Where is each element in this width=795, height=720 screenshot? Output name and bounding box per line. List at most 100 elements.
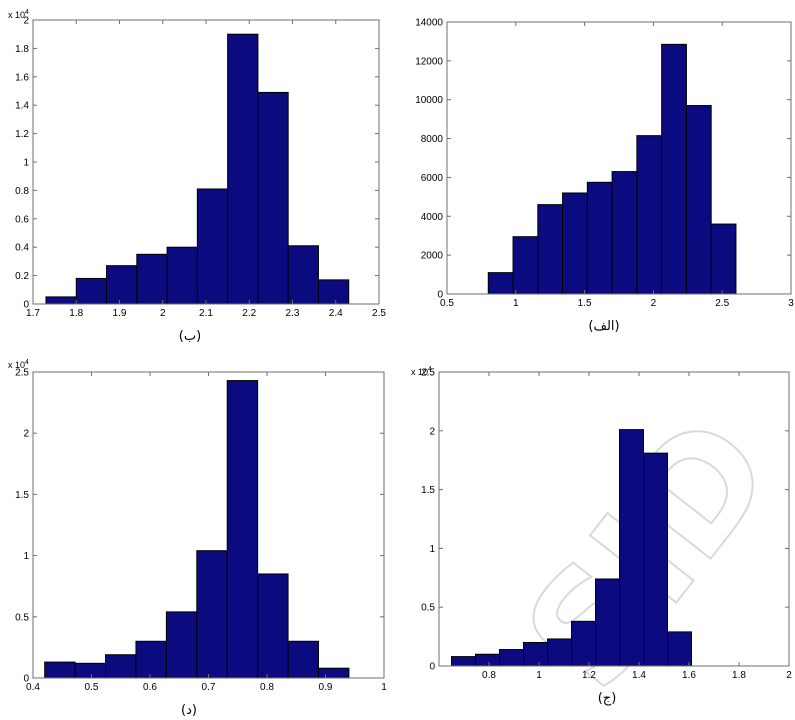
histogram-bar xyxy=(562,192,588,295)
y-tick-label: 1 xyxy=(23,158,29,169)
histogram-bar xyxy=(595,578,620,667)
y-tick-label: 10000 xyxy=(415,95,443,106)
x-tick-label: 2.1 xyxy=(199,308,213,319)
y-tick-label: 1.5 xyxy=(421,485,435,496)
y-tick-label: 1.4 xyxy=(15,101,29,112)
y-tick-label: 1 xyxy=(429,544,435,555)
histogram-bar xyxy=(105,654,137,679)
y-tick-label: 1.6 xyxy=(15,72,29,83)
y-tick-label: 0.2 xyxy=(15,271,29,282)
histogram-bar xyxy=(226,380,259,679)
y-tick-label: 0.5 xyxy=(15,612,29,623)
panel-caption: (د) xyxy=(181,703,197,718)
x-tick-label: 2.5 xyxy=(715,298,729,309)
x-tick-label: 2 xyxy=(651,298,657,309)
histogram-bar xyxy=(287,640,319,679)
histogram-bar xyxy=(227,33,259,305)
x-tick-label: 1.5 xyxy=(578,298,592,309)
histogram-panel-be: 1.7 1.8 1.9 2 2.1 2.2 2.3 2.4 2.5 0 0.2 0.4 0.6 0.8 1 1… xyxy=(8,9,386,344)
x-tick-label: 1.8 xyxy=(69,308,83,319)
x-tick-label: 2.3 xyxy=(286,308,300,319)
x-tick-label: 0.9 xyxy=(319,682,333,693)
y-axis-multiplier: x 104 xyxy=(411,366,432,377)
y-tick-label: 2.5 xyxy=(421,368,435,379)
axes-frame xyxy=(446,21,792,295)
x-tick-label: 0.5 xyxy=(440,298,454,309)
y-tick-label: 0.6 xyxy=(15,214,29,225)
x-tick-label: 3 xyxy=(788,298,794,309)
x-tick-label: 0.6 xyxy=(143,682,157,693)
x-tick-label: 1.7 xyxy=(26,308,40,319)
x-tick-label: 0.8 xyxy=(482,670,496,681)
y-tick-label: 0 xyxy=(429,662,435,673)
histogram-bar xyxy=(166,246,198,305)
histogram-bar xyxy=(165,611,198,679)
x-tick-label: 2.4 xyxy=(329,308,343,319)
histogram-bar xyxy=(44,661,76,679)
x-tick-label: 0.5 xyxy=(85,682,99,693)
y-axis-multiplier-exponent: 4 xyxy=(25,9,29,16)
y-tick-label: 0 xyxy=(23,300,29,311)
y-axis-multiplier-base: x 10 xyxy=(8,360,25,370)
histogram-panel-alef: 0.5 1 1.5 2 2.5 3 0 2000 4000 6000 8000 10000 12000 1… xyxy=(415,18,794,335)
y-tick-label: 2 xyxy=(23,16,29,27)
histogram-bar xyxy=(106,265,138,305)
histogram-panel-dal: 0.4 0.5 0.6 0.7 0.8 0.9 1 0 0.5 1 1.5 2 2.5x 104 (د) xyxy=(8,359,387,718)
y-tick-label: 12000 xyxy=(415,56,443,67)
y-tick-label: 2 xyxy=(429,426,435,437)
y-axis-multiplier-base: x 10 xyxy=(8,10,25,20)
histogram-bar xyxy=(257,91,289,305)
x-tick-label: 0.8 xyxy=(260,682,274,693)
histogram-bar xyxy=(537,204,564,295)
histogram-bar xyxy=(586,181,613,295)
y-tick-label: 0.8 xyxy=(15,186,29,197)
histogram-bar xyxy=(523,641,548,667)
histogram-bar xyxy=(317,667,350,679)
x-tick-label: 1.6 xyxy=(682,670,696,681)
histogram-bar xyxy=(685,105,712,295)
x-tick-label: 0.4 xyxy=(26,682,40,693)
x-tick-label: 1.4 xyxy=(632,670,646,681)
histogram-bar xyxy=(136,253,168,305)
histogram-bar xyxy=(45,296,77,305)
y-axis-multiplier-exponent: 4 xyxy=(428,366,432,373)
y-tick-label: 1 xyxy=(23,551,29,562)
histogram-bar xyxy=(287,245,319,305)
histogram-bar xyxy=(475,653,500,667)
histogram-bar xyxy=(619,429,644,667)
histogram-bar xyxy=(667,631,692,667)
y-tick-label: 6000 xyxy=(421,173,444,184)
x-tick-label: 1.2 xyxy=(582,670,596,681)
x-tick-label: 2 xyxy=(786,670,792,681)
histogram-bar xyxy=(451,656,476,667)
x-tick-label: 2.2 xyxy=(242,308,256,319)
histogram-bar xyxy=(196,550,228,679)
y-tick-label: 4000 xyxy=(421,212,444,223)
x-tick-label: 0.7 xyxy=(202,682,216,693)
x-tick-label: 1.8 xyxy=(732,670,746,681)
histogram-bar xyxy=(196,188,229,305)
y-axis-multiplier: x 104 xyxy=(8,359,29,370)
histogram-bar xyxy=(547,638,572,667)
y-tick-label: 0.4 xyxy=(15,243,29,254)
y-tick-label: 0 xyxy=(23,674,29,685)
panel-caption: (الف) xyxy=(588,319,619,334)
x-tick-label: 1 xyxy=(381,682,387,693)
histogram-bar xyxy=(74,662,107,679)
y-tick-label: 1.8 xyxy=(15,44,29,55)
y-tick-label: 2.5 xyxy=(15,368,29,379)
y-tick-label: 14000 xyxy=(415,18,443,29)
histogram-bar xyxy=(257,573,289,679)
histogram-bar xyxy=(317,279,350,305)
x-tick-label: 1.9 xyxy=(113,308,127,319)
x-tick-label: 1 xyxy=(536,670,542,681)
histogram-bar xyxy=(135,640,167,679)
panel-caption: (ب) xyxy=(179,329,201,344)
y-tick-label: 1.5 xyxy=(15,490,29,501)
y-tick-label: 0.5 xyxy=(421,603,435,614)
histogram-panel-jim: 0.8 1 1.2 1.4 1.6 1.8 2 0 0.5 1 1.5 2 2.5x 104 (ج) xyxy=(411,366,792,706)
y-axis-multiplier: x 104 xyxy=(8,9,29,20)
axes-frame xyxy=(438,371,790,667)
histogram-bar xyxy=(499,649,524,667)
